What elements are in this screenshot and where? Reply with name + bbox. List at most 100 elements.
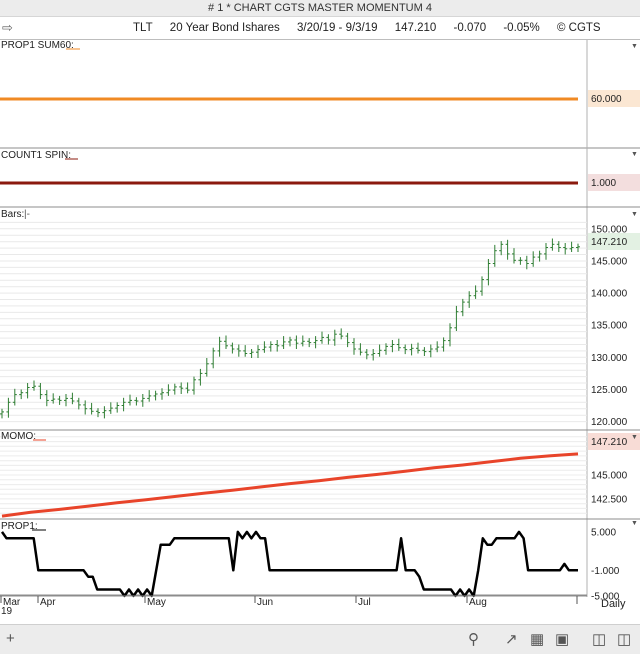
layout-icon[interactable]: ▣ — [555, 631, 570, 648]
prop1-y-tick: -5.000 — [591, 591, 620, 602]
symbol-description: 20 Year Bond Ishares — [169, 22, 280, 34]
symbol-bar: ⇨ TLT 20 Year Bond Ishares 3/20/19 - 9/3… — [0, 17, 640, 40]
book-icon[interactable]: ◫ — [592, 631, 607, 648]
x-axis-month: Jul — [358, 597, 371, 608]
price-bar — [294, 335, 299, 349]
prop1-y-tick: 5.000 — [591, 527, 616, 538]
price-bar — [467, 291, 472, 308]
price-bar — [403, 344, 408, 355]
price-bar — [153, 390, 158, 401]
pane5-title: PROP1: — [1, 521, 38, 532]
price-bar — [6, 397, 11, 418]
chart-area[interactable]: PROP1 SUM60: 60.000 ▼ COUNT1 SPIN: 1.000… — [0, 40, 640, 624]
pane1-menu-icon[interactable]: ▼ — [631, 43, 638, 50]
price-bar — [339, 328, 344, 340]
pane-count1-spin: COUNT1 SPIN: 1.000 ▼ — [0, 150, 640, 208]
pane2-menu-icon[interactable]: ▼ — [631, 151, 638, 158]
price-bar — [12, 388, 17, 406]
x-axis-month: May — [147, 597, 166, 608]
price-bar — [224, 335, 228, 349]
pane3-title: Bars: — [1, 209, 24, 220]
plus-icon[interactable]: + — [6, 630, 15, 647]
price-bar — [332, 329, 337, 346]
bottom-toolbar: + ⚲ ↗ ▦ ▣ ◫ ◫ — [0, 624, 640, 654]
price-change-pct: -0.05% — [503, 22, 540, 34]
price-bar — [102, 406, 107, 419]
price-bar — [448, 323, 452, 347]
grid-icon[interactable]: ▦ — [530, 631, 545, 648]
pane-prop1: PROP1: 5.000 -1.000 -5.000 ▼ — [0, 520, 638, 602]
price-bar — [390, 340, 395, 353]
back-arrow-icon[interactable]: ⇨ — [2, 20, 13, 35]
price-bar — [108, 402, 113, 414]
price-bar — [422, 347, 427, 356]
pane1-title: PROP1 SUM60: — [1, 40, 74, 51]
price-bar — [300, 335, 305, 347]
spin-value-label: 1.000 — [591, 178, 616, 189]
price-bar — [473, 285, 478, 299]
price-bar — [147, 390, 152, 402]
price-bar — [454, 305, 459, 331]
price-bar — [486, 259, 491, 286]
price-bar — [185, 382, 190, 394]
momo-y-tick: 145.000 — [591, 471, 628, 482]
price-bar — [518, 257, 523, 265]
price-bar — [89, 402, 94, 415]
momo-last-label: 147.210 — [591, 437, 628, 448]
copyright: © CGTS — [556, 22, 601, 34]
price-bar — [262, 341, 267, 353]
price-bar — [19, 389, 24, 400]
price-bar — [384, 343, 388, 355]
price-bar — [198, 368, 203, 386]
price-bar — [192, 376, 196, 395]
window-title: # 1 * CHART CGTS MASTER MOMENTUM 4 — [0, 0, 640, 17]
price-bar — [179, 382, 184, 394]
price-bar — [204, 358, 209, 377]
search-icon[interactable]: ⚲ — [468, 631, 479, 648]
x-axis: 19 Mar Apr May Jun Jul Aug — [0, 595, 587, 617]
symbol-info: TLT 20 Year Bond Ishares 3/20/19 - 9/3/1… — [133, 17, 615, 39]
price-bar — [480, 276, 484, 296]
price-bar — [249, 349, 254, 358]
x-axis-month: Jun — [257, 597, 273, 608]
price-bar — [96, 408, 100, 418]
price-bar — [499, 241, 504, 256]
price-bar — [230, 342, 235, 354]
bars-y-tick: 135.000 — [591, 321, 628, 332]
price-bar — [38, 383, 43, 400]
price-bar — [326, 334, 331, 345]
price-bar — [556, 241, 561, 252]
price-bar — [396, 338, 401, 351]
price-bar — [352, 338, 356, 355]
x-axis-month: Mar — [3, 597, 21, 608]
price-bar — [44, 390, 49, 407]
price-bar — [569, 241, 574, 252]
price-bar — [492, 244, 497, 267]
bars-y-tick: 150.000 — [591, 224, 628, 235]
price-bar — [544, 243, 548, 260]
pane2-title: COUNT1 SPIN: — [1, 150, 71, 161]
price-bar — [435, 341, 440, 353]
x-axis-month: Apr — [40, 597, 56, 608]
pane5-menu-icon[interactable]: ▼ — [631, 520, 638, 527]
price-bar — [211, 347, 216, 369]
price-bar — [76, 397, 81, 410]
prop1-y-tick: -1.000 — [591, 566, 620, 577]
price-bar — [268, 341, 273, 352]
bars-y-tick: 120.000 — [591, 417, 628, 428]
pane3-menu-icon[interactable]: ▼ — [631, 211, 638, 218]
pane4-menu-icon[interactable]: ▼ — [631, 434, 638, 441]
price-bar — [537, 250, 542, 262]
price-bar — [166, 384, 171, 396]
prop1-line — [0, 530, 578, 598]
price-bar — [512, 248, 516, 264]
bars-y-tick: 125.000 — [591, 385, 628, 396]
timeframe-label[interactable]: Daily — [601, 598, 626, 610]
line-draw-icon[interactable]: ↗ — [505, 631, 518, 648]
price-bar — [25, 383, 30, 399]
compare-icon[interactable]: ◫ — [617, 631, 632, 648]
price-bar — [172, 383, 177, 395]
price-bar — [524, 255, 529, 270]
price-bar — [0, 408, 4, 419]
price-bar — [121, 397, 126, 412]
